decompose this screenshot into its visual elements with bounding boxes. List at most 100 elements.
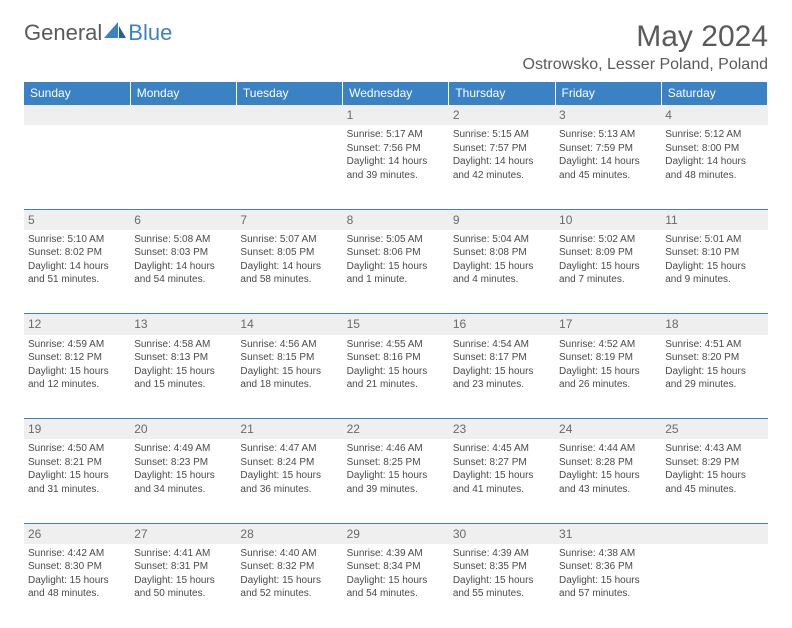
day-cell: Sunrise: 4:58 AMSunset: 8:13 PMDaylight:… xyxy=(130,335,236,419)
day-number-cell: 21 xyxy=(236,419,342,440)
sunset-text: Sunset: 8:13 PM xyxy=(134,351,232,365)
sunset-text: Sunset: 8:16 PM xyxy=(347,351,445,365)
sunrise-text: Sunrise: 4:49 AM xyxy=(134,442,232,456)
daylight-text: Daylight: 15 hours and 41 minutes. xyxy=(453,469,551,496)
sunrise-text: Sunrise: 4:55 AM xyxy=(347,338,445,352)
sunrise-text: Sunrise: 4:56 AM xyxy=(240,338,338,352)
daylight-text: Daylight: 15 hours and 45 minutes. xyxy=(665,469,763,496)
day-header: Sunday xyxy=(24,82,130,105)
sunset-text: Sunset: 7:56 PM xyxy=(347,142,445,156)
day-number-cell: 20 xyxy=(130,419,236,440)
daylight-text: Daylight: 14 hours and 51 minutes. xyxy=(28,260,126,287)
day-cell: Sunrise: 5:07 AMSunset: 8:05 PMDaylight:… xyxy=(236,230,342,314)
day-number-cell: 9 xyxy=(449,209,555,230)
day-cell xyxy=(130,125,236,209)
daylight-text: Daylight: 14 hours and 42 minutes. xyxy=(453,155,551,182)
day-number-cell: 14 xyxy=(236,314,342,335)
daylight-text: Daylight: 15 hours and 55 minutes. xyxy=(453,574,551,601)
sunrise-text: Sunrise: 4:43 AM xyxy=(665,442,763,456)
daylight-text: Daylight: 14 hours and 48 minutes. xyxy=(665,155,763,182)
day-cell: Sunrise: 5:12 AMSunset: 8:00 PMDaylight:… xyxy=(661,125,767,209)
day-number-cell: 17 xyxy=(555,314,661,335)
sunset-text: Sunset: 8:00 PM xyxy=(665,142,763,156)
sunrise-text: Sunrise: 4:50 AM xyxy=(28,442,126,456)
sunset-text: Sunset: 8:12 PM xyxy=(28,351,126,365)
day-cell: Sunrise: 5:05 AMSunset: 8:06 PMDaylight:… xyxy=(343,230,449,314)
sunset-text: Sunset: 8:05 PM xyxy=(240,246,338,260)
sunset-text: Sunset: 7:59 PM xyxy=(559,142,657,156)
sunset-text: Sunset: 8:25 PM xyxy=(347,456,445,470)
daylight-text: Daylight: 14 hours and 39 minutes. xyxy=(347,155,445,182)
month-title: May 2024 xyxy=(523,20,768,54)
sunrise-text: Sunrise: 4:40 AM xyxy=(240,547,338,561)
sunset-text: Sunset: 8:28 PM xyxy=(559,456,657,470)
sunrise-text: Sunrise: 4:42 AM xyxy=(28,547,126,561)
day-number-cell: 1 xyxy=(343,105,449,126)
daylight-text: Daylight: 15 hours and 7 minutes. xyxy=(559,260,657,287)
sunrise-text: Sunrise: 4:41 AM xyxy=(134,547,232,561)
day-number-cell: 12 xyxy=(24,314,130,335)
day-number-cell: 24 xyxy=(555,419,661,440)
day-number-cell: 8 xyxy=(343,209,449,230)
day-number-cell xyxy=(236,105,342,126)
sunrise-text: Sunrise: 4:39 AM xyxy=(453,547,551,561)
sunrise-text: Sunrise: 4:45 AM xyxy=(453,442,551,456)
day-number-row: 262728293031 xyxy=(24,523,768,544)
day-number-cell: 22 xyxy=(343,419,449,440)
day-content-row: Sunrise: 4:50 AMSunset: 8:21 PMDaylight:… xyxy=(24,439,768,523)
day-cell xyxy=(661,544,767,628)
day-number-cell: 5 xyxy=(24,209,130,230)
day-cell: Sunrise: 5:13 AMSunset: 7:59 PMDaylight:… xyxy=(555,125,661,209)
logo: General Blue xyxy=(24,20,172,46)
sunrise-text: Sunrise: 5:17 AM xyxy=(347,128,445,142)
day-cell: Sunrise: 4:43 AMSunset: 8:29 PMDaylight:… xyxy=(661,439,767,523)
day-header: Wednesday xyxy=(343,82,449,105)
day-number-cell: 26 xyxy=(24,523,130,544)
day-cell xyxy=(24,125,130,209)
sunset-text: Sunset: 8:15 PM xyxy=(240,351,338,365)
sunrise-text: Sunrise: 4:54 AM xyxy=(453,338,551,352)
day-cell: Sunrise: 4:49 AMSunset: 8:23 PMDaylight:… xyxy=(130,439,236,523)
day-of-week-row: SundayMondayTuesdayWednesdayThursdayFrid… xyxy=(24,82,768,105)
sunset-text: Sunset: 7:57 PM xyxy=(453,142,551,156)
sunrise-text: Sunrise: 4:47 AM xyxy=(240,442,338,456)
sunset-text: Sunset: 8:10 PM xyxy=(665,246,763,260)
sunset-text: Sunset: 8:27 PM xyxy=(453,456,551,470)
sunrise-text: Sunrise: 5:15 AM xyxy=(453,128,551,142)
day-cell: Sunrise: 4:41 AMSunset: 8:31 PMDaylight:… xyxy=(130,544,236,628)
day-header: Friday xyxy=(555,82,661,105)
daylight-text: Daylight: 15 hours and 50 minutes. xyxy=(134,574,232,601)
day-header: Thursday xyxy=(449,82,555,105)
sunrise-text: Sunrise: 5:10 AM xyxy=(28,233,126,247)
sunset-text: Sunset: 8:23 PM xyxy=(134,456,232,470)
daylight-text: Daylight: 15 hours and 43 minutes. xyxy=(559,469,657,496)
day-number-cell: 19 xyxy=(24,419,130,440)
day-number-cell: 30 xyxy=(449,523,555,544)
day-cell: Sunrise: 4:38 AMSunset: 8:36 PMDaylight:… xyxy=(555,544,661,628)
day-cell: Sunrise: 4:55 AMSunset: 8:16 PMDaylight:… xyxy=(343,335,449,419)
day-cell: Sunrise: 4:59 AMSunset: 8:12 PMDaylight:… xyxy=(24,335,130,419)
daylight-text: Daylight: 15 hours and 36 minutes. xyxy=(240,469,338,496)
day-number-cell: 2 xyxy=(449,105,555,126)
daylight-text: Daylight: 15 hours and 12 minutes. xyxy=(28,365,126,392)
day-cell: Sunrise: 4:46 AMSunset: 8:25 PMDaylight:… xyxy=(343,439,449,523)
day-number-cell: 3 xyxy=(555,105,661,126)
day-cell: Sunrise: 4:47 AMSunset: 8:24 PMDaylight:… xyxy=(236,439,342,523)
day-number-cell: 10 xyxy=(555,209,661,230)
day-content-row: Sunrise: 5:17 AMSunset: 7:56 PMDaylight:… xyxy=(24,125,768,209)
day-number-row: 12131415161718 xyxy=(24,314,768,335)
sunset-text: Sunset: 8:20 PM xyxy=(665,351,763,365)
sunrise-text: Sunrise: 5:12 AM xyxy=(665,128,763,142)
day-cell: Sunrise: 4:56 AMSunset: 8:15 PMDaylight:… xyxy=(236,335,342,419)
day-cell: Sunrise: 4:54 AMSunset: 8:17 PMDaylight:… xyxy=(449,335,555,419)
day-content-row: Sunrise: 5:10 AMSunset: 8:02 PMDaylight:… xyxy=(24,230,768,314)
daylight-text: Daylight: 15 hours and 23 minutes. xyxy=(453,365,551,392)
logo-sail-icon xyxy=(104,22,126,45)
day-cell: Sunrise: 4:40 AMSunset: 8:32 PMDaylight:… xyxy=(236,544,342,628)
day-cell: Sunrise: 5:15 AMSunset: 7:57 PMDaylight:… xyxy=(449,125,555,209)
day-cell: Sunrise: 4:39 AMSunset: 8:34 PMDaylight:… xyxy=(343,544,449,628)
location-text: Ostrowsko, Lesser Poland, Poland xyxy=(523,56,768,74)
day-number-cell: 31 xyxy=(555,523,661,544)
day-header: Tuesday xyxy=(236,82,342,105)
day-number-cell: 18 xyxy=(661,314,767,335)
